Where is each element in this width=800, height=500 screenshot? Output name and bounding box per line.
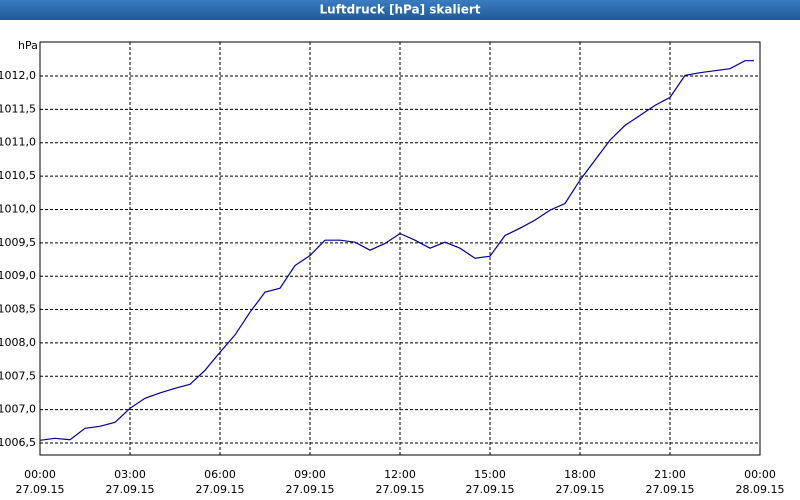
x-tick-date: 27.09.15 <box>16 483 65 496</box>
x-tick-date: 27.09.15 <box>376 483 425 496</box>
x-tick-date: 27.09.15 <box>106 483 155 496</box>
title-bar <box>0 0 800 20</box>
x-tick-label: 15:00 <box>474 468 506 481</box>
y-unit: hPa <box>18 39 38 52</box>
y-tick-label: 1007,0 <box>0 403 36 416</box>
x-tick-label: 18:00 <box>564 468 596 481</box>
plot-border <box>39 41 761 456</box>
x-tick-label: 09:00 <box>294 468 326 481</box>
x-tick-date: 27.09.15 <box>196 483 245 496</box>
x-tick-date: 27.09.15 <box>466 483 515 496</box>
y-tick-label: 1009,5 <box>0 236 36 249</box>
x-tick-date: 27.09.15 <box>556 483 605 496</box>
x-tick-label: 00:00 <box>24 468 56 481</box>
y-tick-label: 1011,0 <box>0 136 36 149</box>
x-tick-label: 06:00 <box>204 468 236 481</box>
y-tick-label: 1006,5 <box>0 436 36 449</box>
y-tick-label: 1011,5 <box>0 102 36 115</box>
x-tick-date: 28.09.15 <box>736 483 785 496</box>
y-tick-label: 1010,0 <box>0 202 36 215</box>
y-tick-label: 1012,0 <box>0 69 36 82</box>
y-tick-label: 1008,5 <box>0 303 36 316</box>
x-tick-label: 12:00 <box>384 468 416 481</box>
x-tick-label: 21:00 <box>654 468 686 481</box>
y-tick-label: 1009,0 <box>0 269 36 282</box>
x-tick-label: 00:00 <box>744 468 776 481</box>
y-tick-label: 1008,0 <box>0 336 36 349</box>
y-tick-label: 1007,5 <box>0 369 36 382</box>
x-tick-label: 03:00 <box>114 468 146 481</box>
chart-title: Luftdruck [hPa] skaliert <box>320 3 481 17</box>
x-tick-date: 27.09.15 <box>286 483 335 496</box>
data-line <box>39 60 754 441</box>
y-tick-label: 1010,5 <box>0 169 36 182</box>
x-tick-date: 27.09.15 <box>646 483 695 496</box>
